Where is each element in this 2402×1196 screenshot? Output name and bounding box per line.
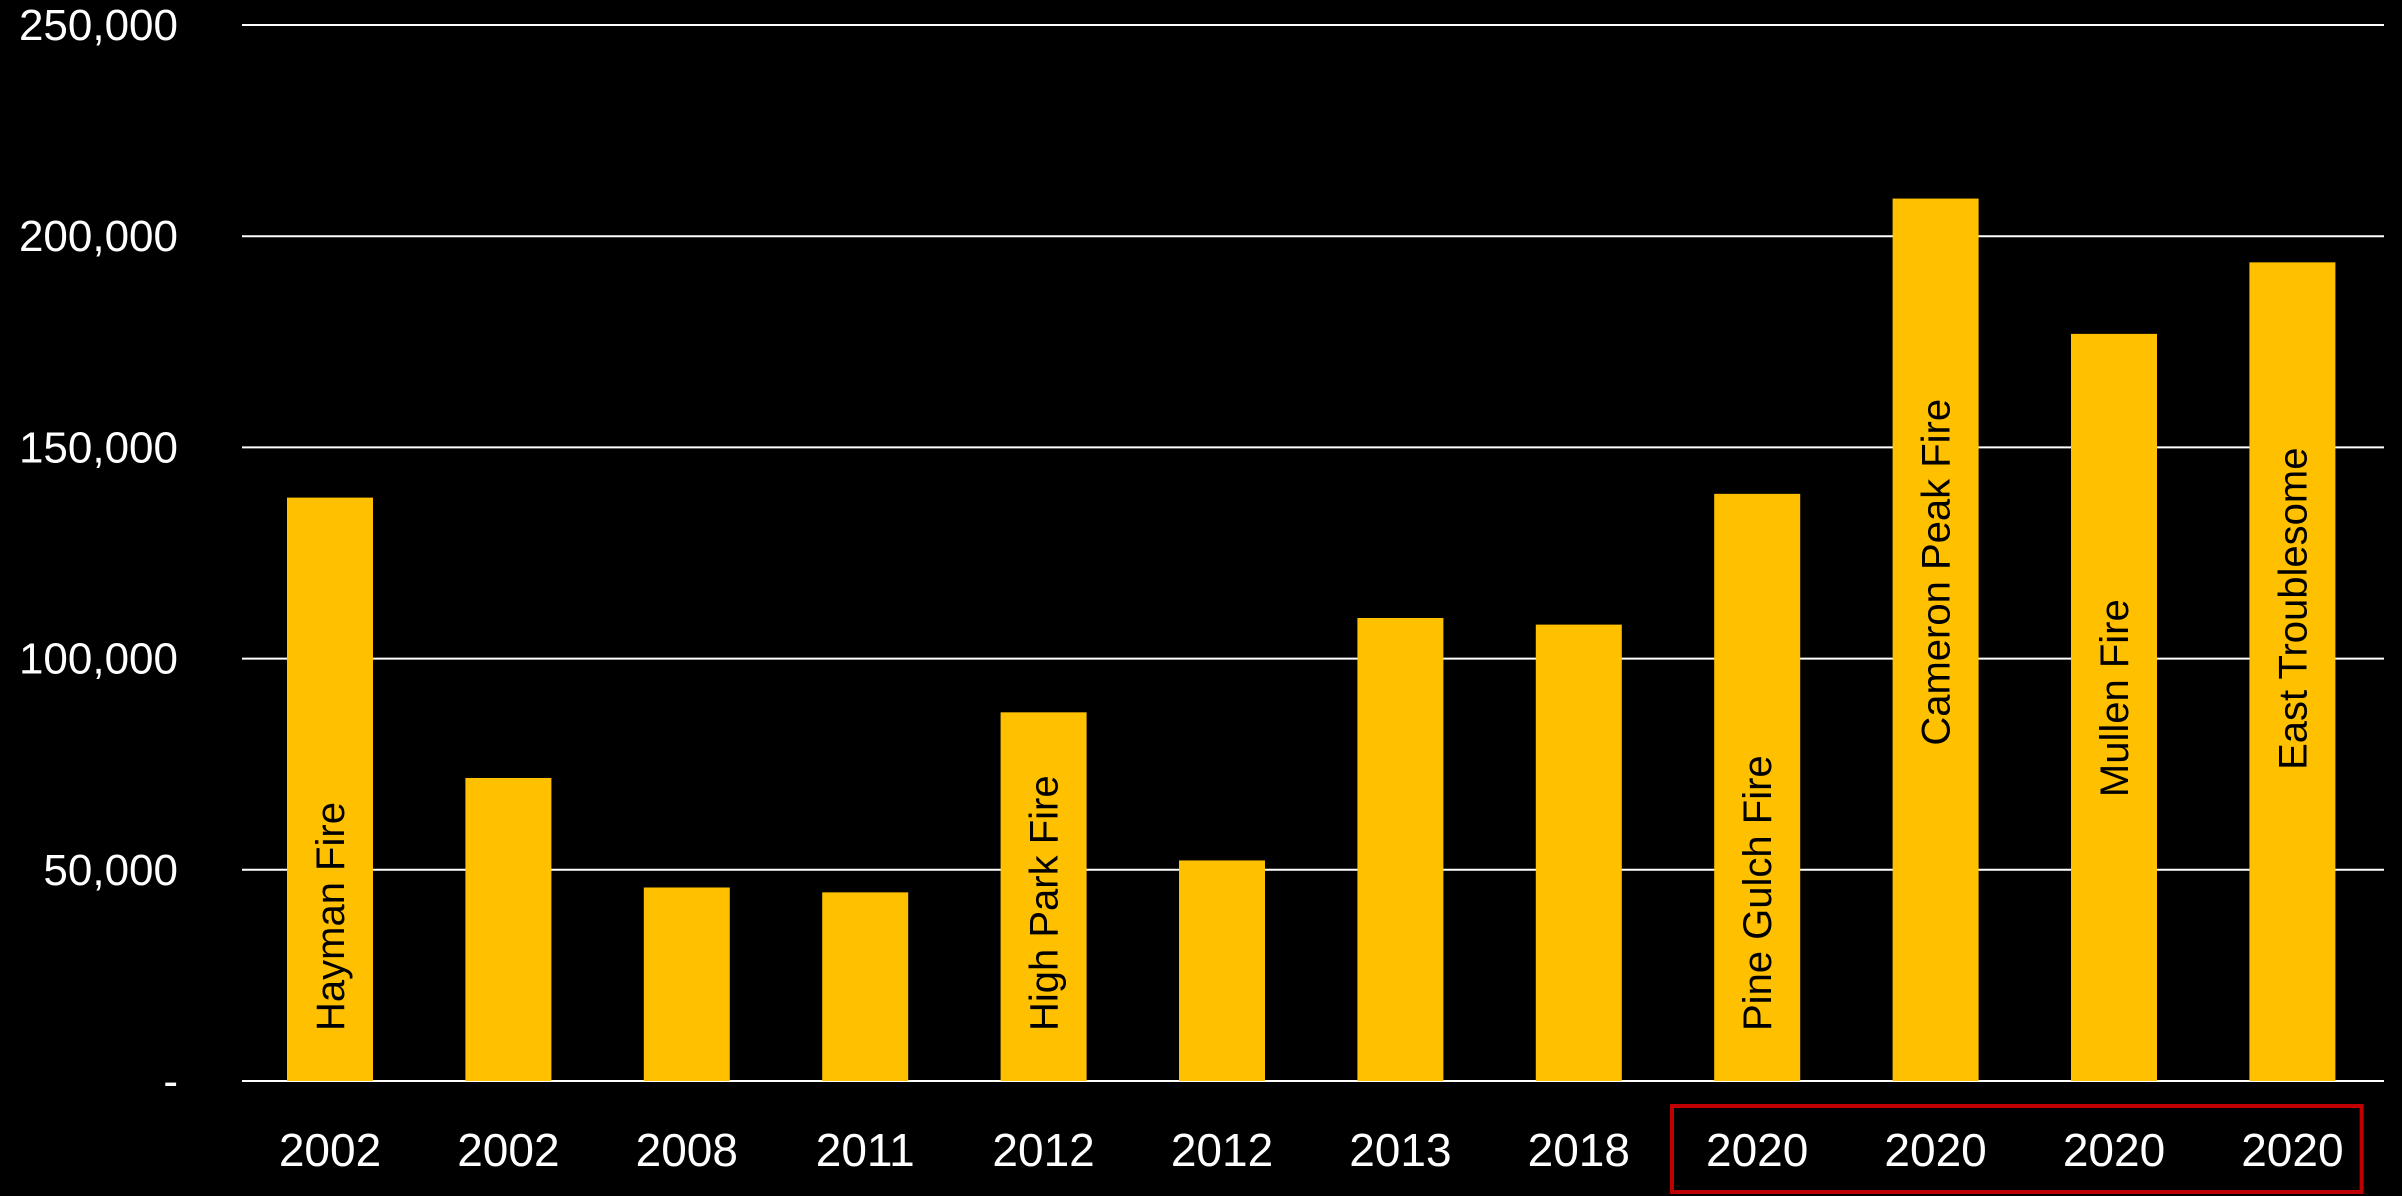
- y-tick-label: 200,000: [19, 212, 178, 261]
- x-tick-label: 2020: [2241, 1124, 2343, 1176]
- x-tick-label: 2002: [457, 1124, 559, 1176]
- bar-data-label: Cameron Peak Fire: [1915, 399, 1959, 746]
- x-tick-label: 2012: [992, 1124, 1094, 1176]
- y-tick-label: 250,000: [19, 1, 178, 50]
- x-tick-label: 2012: [1171, 1124, 1273, 1176]
- bar: [2249, 262, 2336, 1081]
- highlight-box: [1670, 1104, 2364, 1194]
- bar-data-label: East Troublesome: [2271, 448, 2315, 770]
- bar: [1892, 198, 1979, 1081]
- bar: [2071, 333, 2157, 1082]
- bar: [465, 777, 552, 1081]
- x-tick-label: 2013: [1349, 1124, 1451, 1176]
- y-tick-label: 150,000: [19, 423, 178, 472]
- y-tick-label: 100,000: [19, 635, 178, 684]
- x-tick-label: 2018: [1528, 1124, 1630, 1176]
- x-tick-label: 2011: [816, 1124, 915, 1176]
- y-axis: - 50,000 100,000 150,000 200,000 250,000: [19, 1, 178, 1106]
- x-axis: 2002 2002 2008 2011 2012 2012 2013 2018 2020 2020…: [279, 1124, 2344, 1176]
- y-tick-label: 50,000: [43, 846, 178, 895]
- bar-data-label: Hayman Fire: [309, 802, 353, 1031]
- bar: [1179, 860, 1265, 1081]
- x-tick-label: 2002: [279, 1124, 381, 1176]
- y-tick-label: -: [163, 1057, 178, 1106]
- bars: [287, 198, 2336, 1082]
- x-tick-label: 2020: [1884, 1124, 1986, 1176]
- x-tick-label: 2008: [636, 1124, 738, 1176]
- bar: [1714, 493, 1801, 1081]
- bar-data-label: Mullen Fire: [2093, 599, 2137, 797]
- gridlines: [242, 24, 2384, 1082]
- bar: [1357, 617, 1444, 1081]
- x-tick-label: 2020: [1706, 1124, 1808, 1176]
- bar-data-label: Pine Gulch Fire: [1736, 755, 1780, 1031]
- x-tick-label: 2020: [2063, 1124, 2165, 1176]
- bar: [643, 887, 730, 1081]
- bar: [1535, 624, 1622, 1081]
- bar: [1000, 712, 1087, 1081]
- bar: [287, 497, 373, 1082]
- bar-labels: Hayman Fire High Park Fire Pine Gulch Fire…: [309, 399, 2315, 1031]
- bar-data-label: High Park Fire: [1023, 775, 1067, 1031]
- bar: [822, 892, 909, 1081]
